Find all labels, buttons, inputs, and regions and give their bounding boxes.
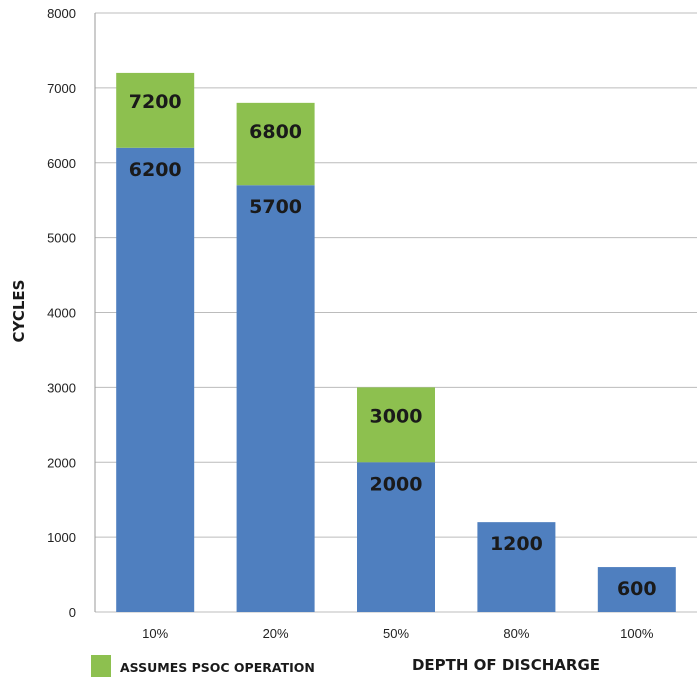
bar-label-base-80%: 1200	[490, 533, 543, 555]
bar-base-100%	[597, 567, 676, 612]
bar-label-psoc-20%: 6800	[249, 121, 302, 143]
x-tick-100%: 100%	[620, 626, 654, 641]
y-tick-5000: 5000	[47, 231, 76, 246]
x-tick-50%: 50%	[383, 626, 409, 641]
legend-swatch-psoc	[91, 655, 111, 677]
legend-label-psoc: ASSUMES PSOC OPERATION	[120, 660, 315, 675]
bar-label-base-50%: 2000	[370, 473, 423, 495]
gridlines	[94, 12, 697, 613]
bar-base-80%	[477, 522, 556, 612]
y-tick-0: 0	[69, 605, 76, 620]
bars: 6200 7200 5700 6800 2000 3000 1200 600	[116, 72, 676, 612]
x-tick-20%: 20%	[263, 626, 289, 641]
x-axis-title: DEPTH OF DISCHARGE	[412, 656, 600, 674]
legend: ASSUMES PSOC OPERATION	[91, 655, 315, 677]
bar-base-10%	[116, 147, 195, 612]
bar-psoc-10%	[116, 72, 195, 148]
y-tick-3000: 3000	[47, 380, 76, 395]
y-tick-labels: 0 1000 2000 3000 4000 5000 6000 7000 8000	[47, 6, 76, 620]
bar-label-base-20%: 5700	[249, 196, 302, 218]
bar-label-psoc-10%: 7200	[129, 91, 182, 113]
bar-base-20%	[236, 185, 315, 612]
x-tick-10%: 10%	[142, 626, 168, 641]
bar-psoc-50%	[357, 387, 435, 463]
y-tick-7000: 7000	[47, 81, 76, 96]
bar-base-50%	[357, 462, 435, 612]
bar-psoc-20%	[236, 102, 315, 186]
y-tick-6000: 6000	[47, 156, 76, 171]
bar-label-psoc-50%: 3000	[370, 405, 423, 427]
x-tick-80%: 80%	[503, 626, 529, 641]
bar-label-base-10%: 6200	[129, 159, 182, 181]
y-tick-8000: 8000	[47, 6, 76, 21]
bar-label-base-100%: 600	[617, 578, 657, 600]
y-tick-2000: 2000	[47, 455, 76, 470]
x-tick-labels: 10% 20% 50% 80% 100%	[142, 626, 654, 641]
y-tick-4000: 4000	[47, 306, 76, 321]
y-axis-title: CYCLES	[10, 280, 28, 343]
y-tick-1000: 1000	[47, 530, 76, 545]
